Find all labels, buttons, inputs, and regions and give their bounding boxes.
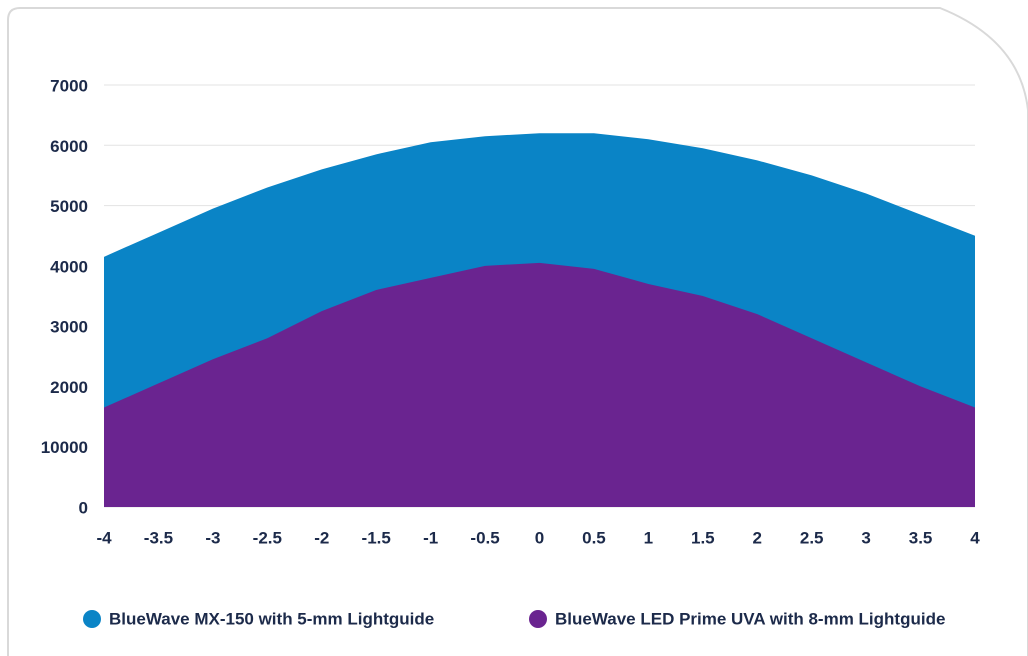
x-tick-label: -2 [314,528,329,547]
y-tick-label: 5000 [50,197,88,216]
y-tick-label: 0 [79,498,88,517]
y-tick-label: 4000 [50,257,88,276]
x-tick-label: 0.5 [582,528,606,547]
y-tick-label: 6000 [50,137,88,156]
x-tick-label: 0 [535,528,544,547]
legend-label: BlueWave MX-150 with 5-mm Lightguide [109,609,434,628]
area [104,262,975,507]
x-tick-label: -1 [423,528,438,547]
x-tick-label: -3.5 [144,528,173,547]
x-tick-label: -0.5 [470,528,499,547]
legend-swatch [83,610,101,628]
x-tick-label: 1.5 [691,528,715,547]
y-tick-label: 7000 [50,76,88,95]
y-tick-label: 3000 [50,318,88,337]
x-tick-label: -2.5 [253,528,282,547]
legend-label: BlueWave LED Prime UVA with 8-mm Lightgu… [555,609,945,628]
x-tick-label: 4 [970,528,980,547]
legend: BlueWave MX-150 with 5-mm Lightguide Blue… [83,609,945,628]
x-tick-label: 3 [861,528,870,547]
x-tick-label: 2.5 [800,528,824,547]
x-tick-label: 1 [644,528,653,547]
legend-swatch [529,610,547,628]
x-tick-label: -4 [96,528,112,547]
y-tick-label: 2000 [50,378,88,397]
x-tick-label: 3.5 [909,528,933,547]
x-tick-label: 2 [753,528,762,547]
x-tick-label: -3 [205,528,220,547]
y-tick-label: 10000 [41,438,88,457]
x-tick-label: -1.5 [362,528,391,547]
